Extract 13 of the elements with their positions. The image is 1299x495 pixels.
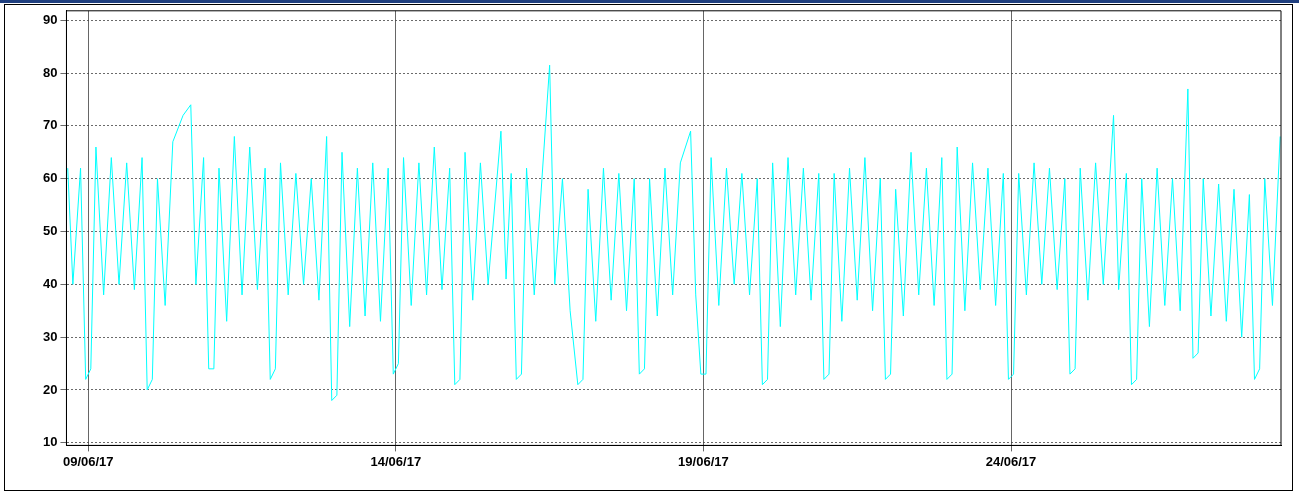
y-tick-label: 40	[42, 275, 58, 291]
y-tick-label: 70	[42, 117, 58, 133]
x-tick-label: 19/06/17	[678, 453, 729, 469]
y-tick-label: 80	[42, 64, 58, 80]
y-tick-label: 20	[42, 381, 58, 397]
y-tick-label: 30	[42, 328, 58, 344]
y-tick-label: 90	[42, 11, 58, 27]
y-tick-label: 10	[42, 434, 58, 450]
y-tick-label: 50	[42, 223, 58, 239]
x-tick-label: 24/06/17	[985, 453, 1037, 469]
y-tick-label: 60	[42, 170, 58, 186]
x-tick-label: 14/06/17	[370, 453, 422, 469]
x-tick-label: 09/06/17	[62, 453, 114, 469]
